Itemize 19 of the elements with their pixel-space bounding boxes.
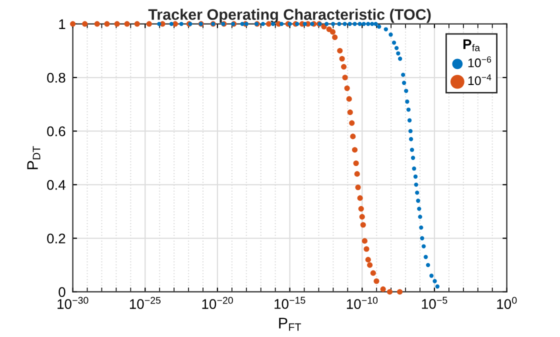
legend-title: P$_{fa}$ [463, 39, 480, 52]
y-axis-title: P$_{DT}$ [27, 146, 40, 170]
x-tick-label: 10$^{−25}$ [130, 296, 161, 309]
x-tick-label: 10$^{−15}$ [274, 296, 306, 309]
y-tick-label: 0.6 [47, 126, 66, 136]
y-tick-label: 0.8 [47, 72, 66, 83]
y-tick-label: 0 [58, 287, 66, 298]
x-axis-title: P$_{FT}$ [279, 318, 302, 331]
x-tick-label: 10$^{−10}$ [346, 296, 378, 309]
y-tick-label: 1 [59, 19, 66, 29]
x-tick-label: 10$^{−5}$ [422, 296, 448, 309]
x-tick-label: 10$^{−30}$ [58, 296, 88, 309]
legend-label: 10$^{−4}$ [468, 74, 492, 86]
x-tick-label: 10$^{0}$ [497, 296, 517, 309]
x-tick-label: 10$^{−20}$ [202, 296, 233, 309]
y-tick-label: 0.2 [47, 234, 66, 244]
y-tick-label: 0.4 [47, 180, 66, 190]
chart-title: Tracker Operating Characteristic (TOC) [148, 8, 431, 23]
legend-label: 10$^{−6}$ [468, 56, 492, 68]
